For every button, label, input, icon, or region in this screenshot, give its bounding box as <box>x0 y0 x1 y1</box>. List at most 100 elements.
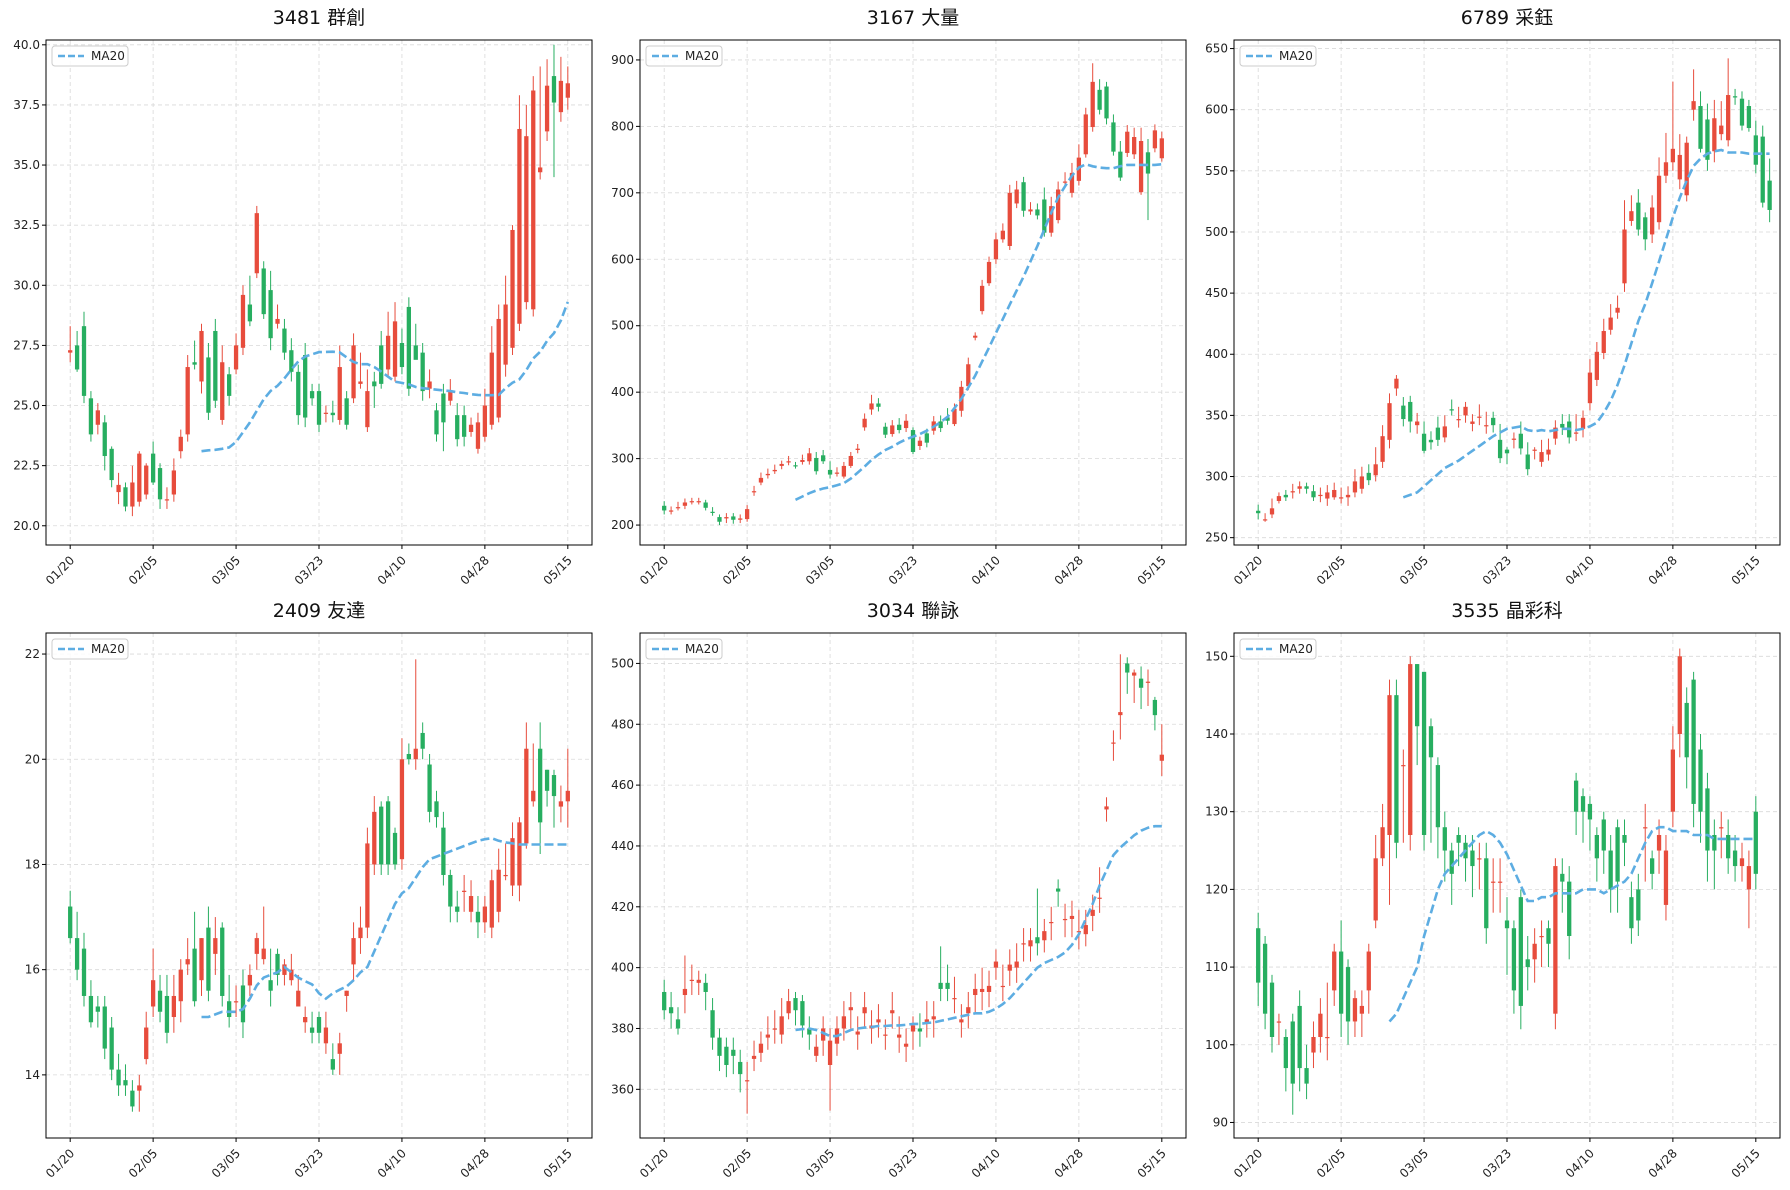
candle-body <box>855 1031 860 1035</box>
candle <box>1449 399 1454 416</box>
candle <box>1753 120 1758 174</box>
candle <box>289 953 294 986</box>
candle <box>1421 671 1427 851</box>
candle <box>800 454 805 465</box>
candle <box>150 441 156 485</box>
x-tick-label: 02/05 <box>126 553 160 587</box>
candle-body <box>130 482 135 507</box>
candle-body <box>1138 141 1144 193</box>
candle <box>710 507 715 516</box>
x-tick-label: 04/10 <box>1563 553 1597 587</box>
candle-body <box>1636 889 1641 921</box>
candle-body <box>1719 125 1724 135</box>
ma20-line <box>1402 148 1770 499</box>
candle-body <box>1435 765 1441 828</box>
candle <box>379 801 384 875</box>
ma20-line <box>201 301 570 453</box>
candle-body <box>662 505 667 511</box>
candle-body <box>1539 936 1544 938</box>
candle <box>1021 176 1026 217</box>
y-tick-label: 420 <box>611 900 634 914</box>
candle-body <box>1318 1013 1323 1037</box>
x-tick-label: 04/28 <box>458 553 492 587</box>
candle <box>1532 928 1537 983</box>
candle-body <box>710 511 715 513</box>
candle-body <box>1042 199 1047 233</box>
y-tick-label: 140 <box>1205 727 1228 741</box>
ma20-line <box>201 836 568 1019</box>
candle-body <box>938 982 943 989</box>
x-tick-label: 02/05 <box>1314 553 1348 587</box>
candle-body <box>1539 452 1544 462</box>
candles <box>662 63 1164 526</box>
legend-box <box>51 638 129 660</box>
candle-body <box>1366 951 1371 991</box>
candle-body <box>1670 749 1676 812</box>
candle-body <box>1401 405 1406 420</box>
candle-body <box>765 473 771 476</box>
candle <box>323 405 329 423</box>
candle <box>1304 1044 1309 1100</box>
x-tick-label: 02/05 <box>720 553 754 587</box>
panel-3034: 3034 聯詠 360 380 400 420 440 460 480 500 01/20 02/… <box>611 600 1187 1181</box>
candle-body <box>1311 491 1316 498</box>
candle-body <box>1256 510 1261 514</box>
x-tick-label: 01/20 <box>43 1146 77 1180</box>
candle-body <box>1366 472 1371 481</box>
candle <box>903 414 909 433</box>
candle <box>973 332 978 341</box>
candle <box>482 388 488 442</box>
candle <box>337 1032 342 1075</box>
candle <box>233 333 239 375</box>
candle <box>233 985 239 1018</box>
candle-body <box>1532 449 1537 451</box>
candle <box>1601 811 1606 874</box>
candle <box>1394 375 1399 396</box>
candle-body <box>1622 229 1627 284</box>
candle-body <box>282 964 287 975</box>
y-tick-label: 380 <box>611 1021 634 1035</box>
y-tick-label: 35.0 <box>13 158 40 172</box>
candle <box>1415 664 1420 766</box>
candle <box>399 328 405 375</box>
candle <box>1338 487 1344 504</box>
candle <box>1684 687 1689 789</box>
candle <box>109 446 114 488</box>
candle <box>1380 425 1385 468</box>
legend-box <box>1239 45 1317 67</box>
candle-body <box>385 801 391 865</box>
candle <box>1283 1029 1288 1092</box>
candle <box>855 1016 860 1050</box>
candle <box>1698 91 1703 153</box>
candle <box>199 938 204 996</box>
x-tick-label: 03/23 <box>1480 553 1514 587</box>
candle <box>268 948 273 1007</box>
candle-body <box>330 412 335 416</box>
candle <box>1387 679 1392 905</box>
candle-body <box>1297 1005 1302 1069</box>
candle-body <box>738 518 743 520</box>
candle-body <box>1504 920 1510 929</box>
candle-body <box>786 461 791 463</box>
candle <box>1028 928 1033 962</box>
y-tick-label: 400 <box>1205 347 1228 361</box>
y-tick-label: 22.5 <box>13 459 40 473</box>
candle <box>1290 483 1295 499</box>
candle <box>137 451 142 507</box>
candle <box>1415 412 1420 434</box>
x-tick-label: 02/05 <box>1314 1146 1348 1180</box>
candle <box>1269 498 1275 519</box>
candle-body <box>372 811 377 865</box>
candle-body <box>1145 681 1151 683</box>
candle-body <box>309 391 315 399</box>
x-tick-label: 04/28 <box>1646 1146 1680 1180</box>
candle <box>254 932 259 970</box>
x-tick-label: 03/05 <box>1397 553 1431 587</box>
candle <box>703 499 708 511</box>
candle <box>199 323 204 394</box>
candle-body <box>503 874 508 877</box>
candle-body <box>1739 858 1745 867</box>
candle-body <box>68 906 73 939</box>
candle <box>1145 139 1151 221</box>
